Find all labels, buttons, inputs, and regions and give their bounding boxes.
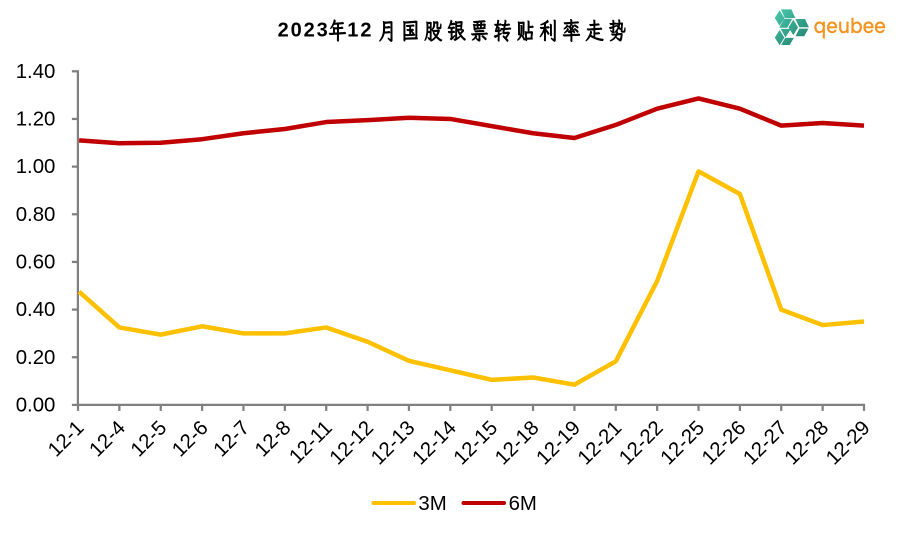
- svg-text:6M: 6M: [509, 493, 537, 515]
- svg-text:1.20: 1.20: [16, 109, 56, 131]
- svg-text:1.40: 1.40: [16, 61, 56, 83]
- svg-text:1.00: 1.00: [16, 156, 56, 178]
- svg-text:2023: 2023: [278, 19, 330, 41]
- svg-text:0.20: 0.20: [16, 347, 56, 369]
- svg-text:0.40: 0.40: [16, 299, 56, 321]
- svg-text:0.00: 0.00: [16, 395, 56, 417]
- svg-text:12: 12: [347, 19, 373, 41]
- svg-text:0.60: 0.60: [16, 252, 56, 274]
- svg-text:0.80: 0.80: [16, 204, 56, 226]
- svg-text:3M: 3M: [418, 493, 446, 515]
